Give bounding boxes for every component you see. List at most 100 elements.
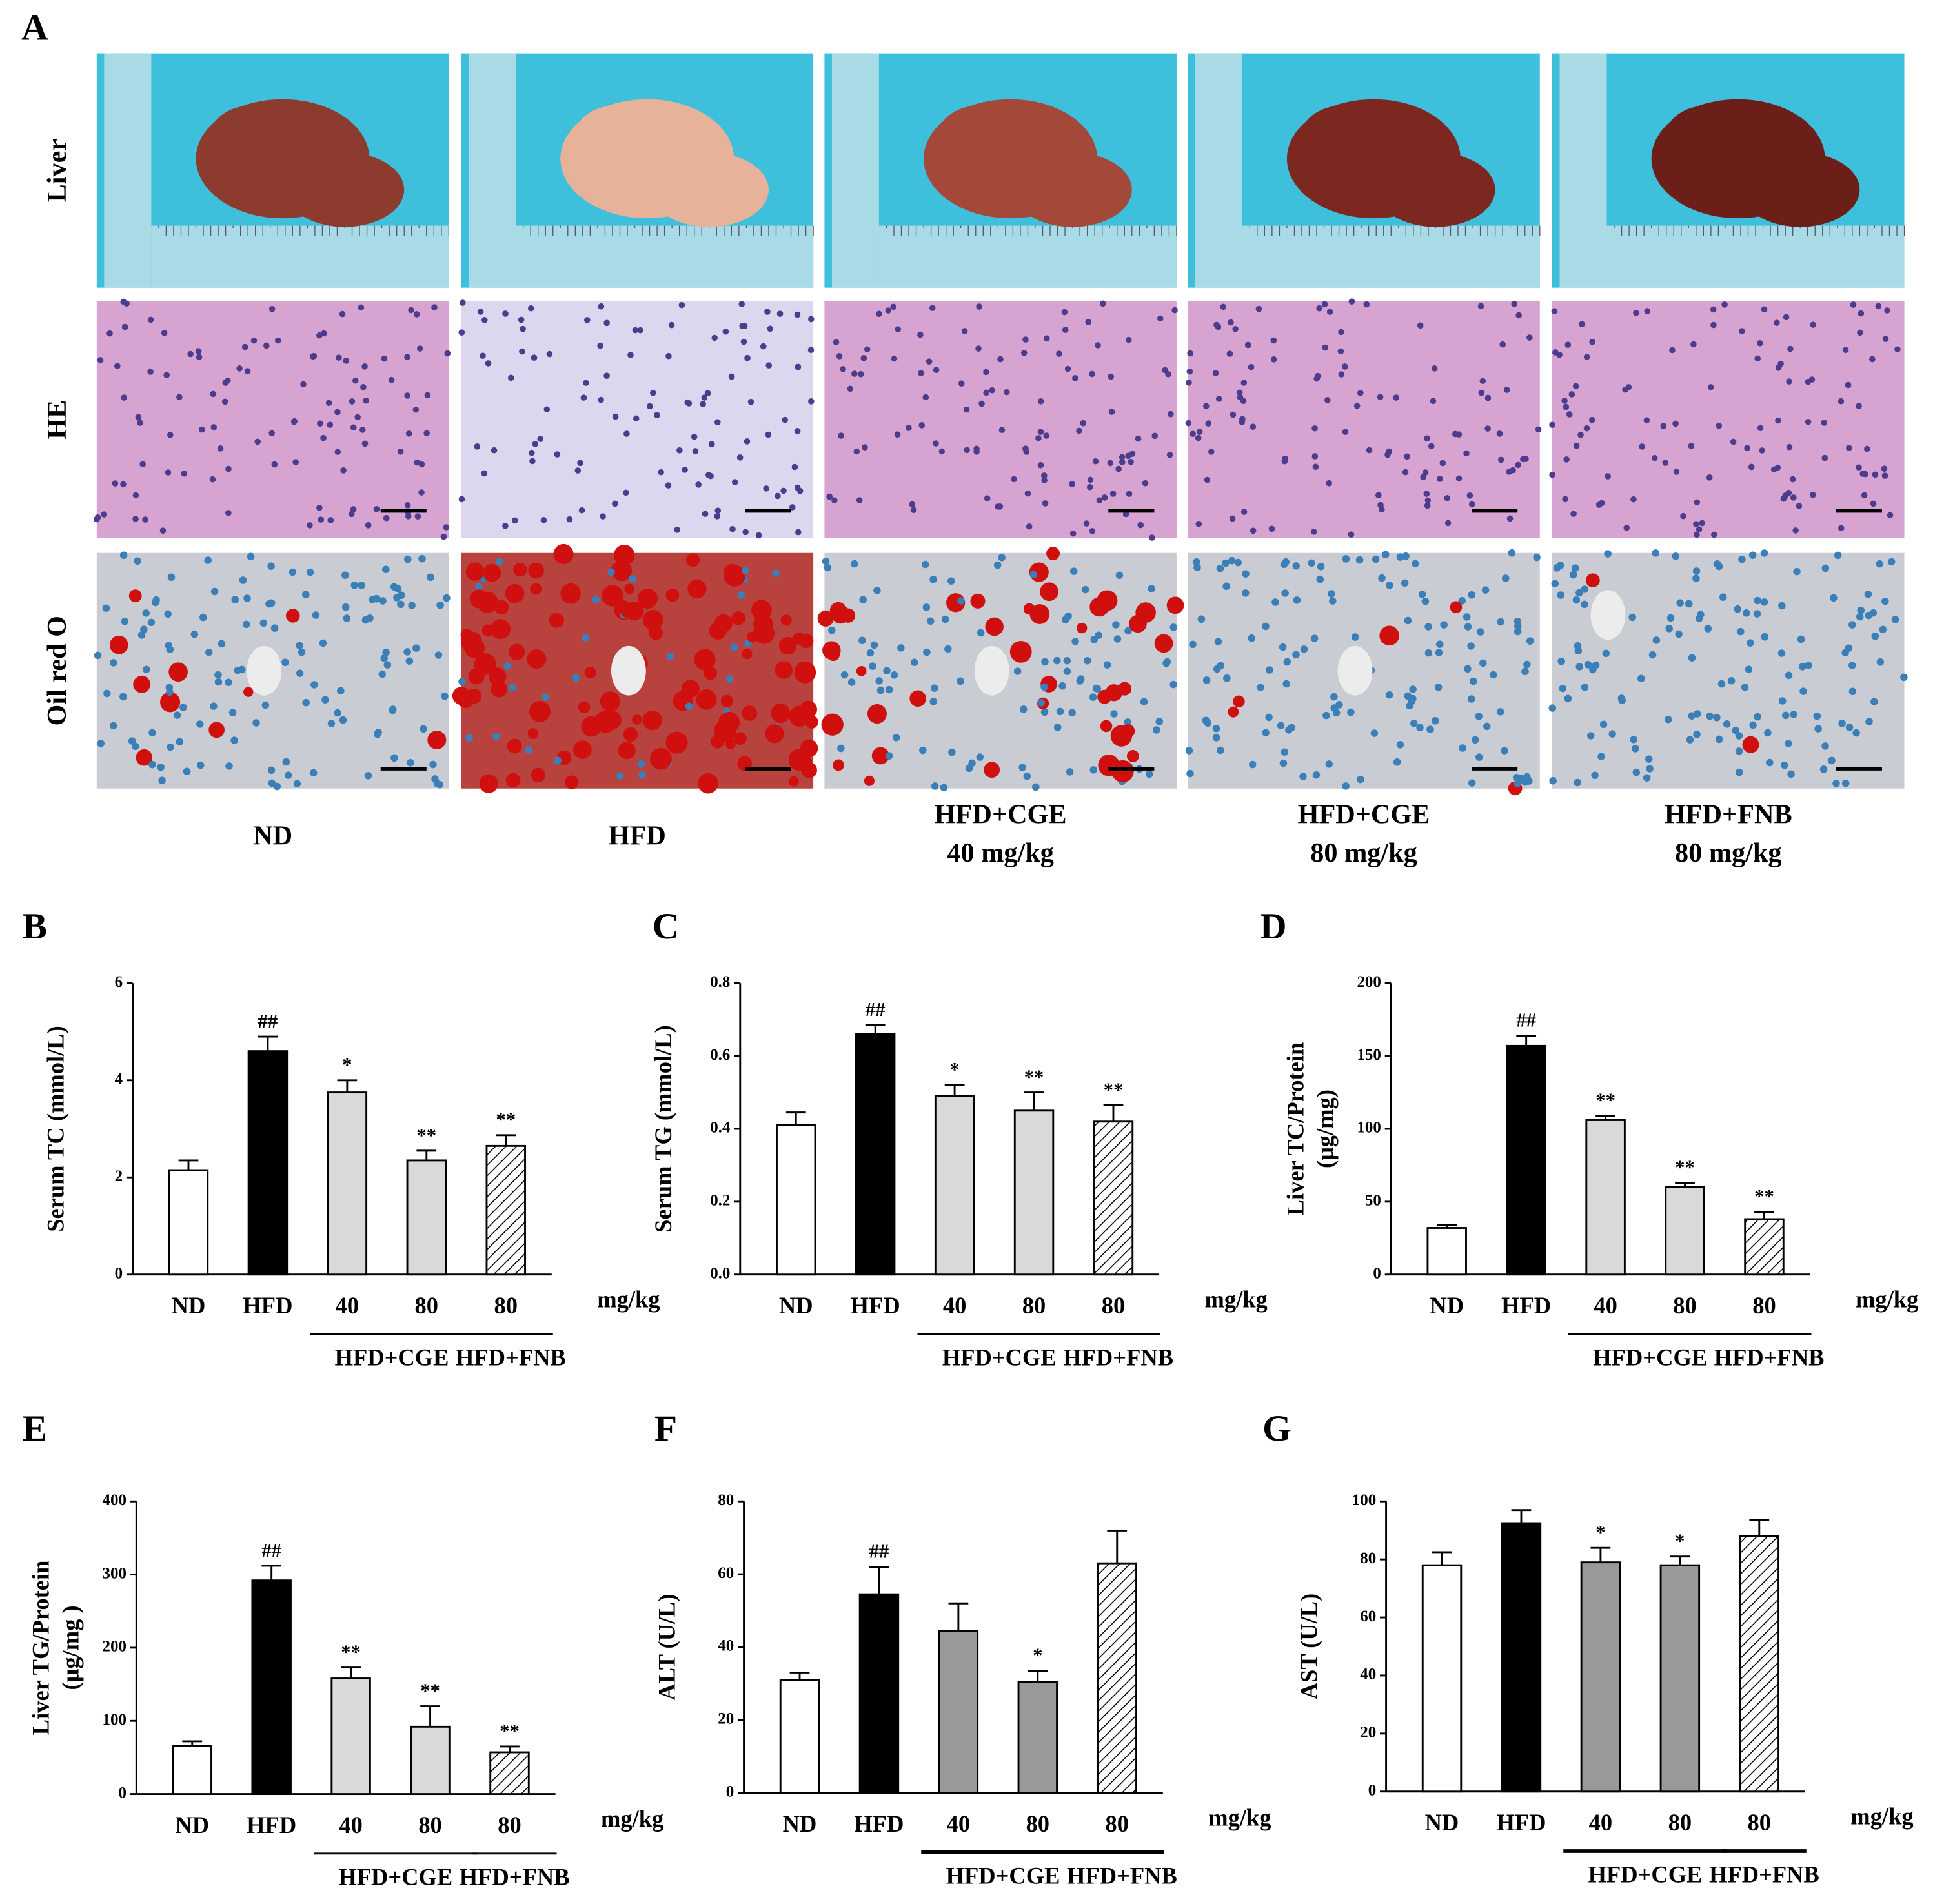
stain-dot	[870, 641, 878, 649]
nucleus	[714, 419, 721, 426]
stain-dot	[1292, 651, 1300, 659]
nucleus	[1680, 512, 1686, 520]
stain-dot	[458, 678, 466, 685]
stain-dot	[1781, 761, 1788, 769]
stain-dot	[1115, 571, 1124, 580]
nucleus	[1268, 525, 1275, 532]
vessel	[1590, 590, 1626, 640]
stain-dot	[1216, 565, 1224, 572]
nucleus	[708, 441, 715, 447]
nucleus	[791, 463, 798, 471]
stain-dot	[1266, 666, 1273, 674]
y-axis-label: ALT (U/L)	[654, 1594, 680, 1700]
nucleus	[1202, 403, 1210, 410]
nucleus	[1583, 425, 1590, 432]
nucleus	[121, 323, 128, 330]
stain-dot	[612, 561, 633, 582]
nucleus	[1186, 380, 1192, 386]
stain-dot	[1845, 724, 1854, 731]
nucleus	[665, 482, 672, 489]
row-label: HE	[42, 400, 72, 440]
ruler	[516, 225, 814, 288]
nucleus	[210, 424, 218, 430]
nucleus	[747, 398, 754, 405]
nucleus	[623, 430, 630, 437]
nucleus	[763, 485, 769, 492]
nucleus	[760, 343, 767, 350]
nucleus	[527, 305, 534, 312]
stain-dot	[866, 649, 875, 657]
nucleus	[225, 465, 232, 472]
stain-dot	[1089, 693, 1097, 701]
x-tick-label: 80	[1106, 1810, 1129, 1837]
stain-dot	[1468, 779, 1476, 787]
stain-dot	[1129, 614, 1147, 633]
stain-dot	[765, 724, 784, 744]
nucleus	[268, 306, 276, 312]
nucleus	[598, 396, 604, 403]
x-tick-label: HFD	[243, 1292, 292, 1319]
stain-dot	[1467, 695, 1475, 703]
nucleus	[1043, 432, 1049, 439]
stain-dot	[837, 744, 845, 753]
nucleus	[147, 316, 154, 323]
nucleus	[1757, 425, 1764, 432]
stain-dot	[475, 582, 483, 591]
nucleus	[1477, 303, 1484, 310]
significance: ##	[258, 1010, 278, 1032]
nucleus	[1040, 472, 1048, 479]
stain-dot	[624, 583, 635, 594]
nucleus	[1478, 389, 1485, 396]
nucleus	[1706, 474, 1713, 481]
stain-dot	[136, 749, 153, 766]
nucleus	[412, 406, 420, 413]
nucleus	[917, 331, 924, 338]
nucleus	[1226, 350, 1233, 357]
nucleus	[1499, 341, 1506, 348]
nucleus	[135, 414, 142, 421]
nucleus	[1270, 356, 1277, 363]
y-tick-label: 100	[1357, 1119, 1381, 1137]
nucleus	[1562, 496, 1568, 503]
stain-dot	[923, 648, 931, 656]
nucleus	[926, 358, 933, 365]
nucleus	[1083, 520, 1090, 527]
stain-dot	[1328, 590, 1335, 598]
stain-dot	[1262, 729, 1270, 737]
stain-dot	[1056, 707, 1064, 716]
stain-dot	[527, 649, 547, 669]
stain-dot	[1262, 622, 1270, 631]
stain-dot	[420, 725, 427, 733]
nucleus	[1808, 376, 1816, 383]
stain-dot	[1217, 746, 1224, 755]
stain-dot	[584, 667, 596, 679]
nucleus	[1672, 420, 1679, 427]
nucleus	[502, 310, 509, 317]
nucleus	[481, 470, 488, 477]
stain-dot	[696, 689, 717, 710]
stain-dot	[921, 560, 929, 569]
stain-dot	[1652, 636, 1661, 644]
nucleus	[836, 353, 843, 360]
nucleus	[1588, 416, 1595, 423]
stain-dot	[637, 760, 645, 768]
stain-dot	[642, 609, 663, 631]
y-tick-label: 60	[718, 1565, 734, 1582]
stain-dot	[403, 648, 411, 656]
nucleus	[1739, 328, 1745, 334]
stain-dot	[1069, 567, 1078, 575]
bar	[485, 1144, 526, 1276]
nucleus	[1204, 476, 1211, 483]
stain-dot	[909, 690, 926, 707]
nucleus	[1786, 443, 1793, 451]
stain-dot	[649, 625, 663, 640]
nucleus	[1774, 319, 1780, 327]
stain-dot	[687, 579, 707, 599]
y-tick-label: 6	[115, 973, 123, 991]
stain-dot	[102, 604, 110, 612]
nucleus	[1240, 380, 1248, 386]
y-tick-label: 0.6	[710, 1046, 730, 1064]
significance: *	[949, 1058, 959, 1080]
nucleus	[1061, 309, 1068, 316]
nucleus	[340, 467, 347, 474]
